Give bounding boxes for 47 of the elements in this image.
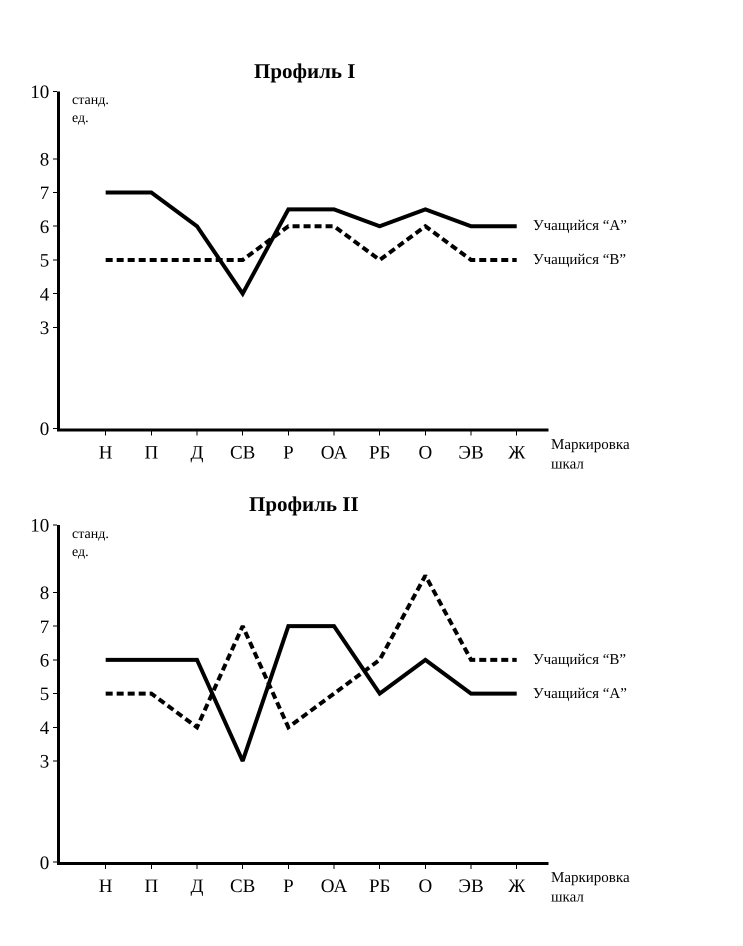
x-tick-label: П [144, 442, 158, 464]
y-tick-label: 5 [40, 250, 50, 272]
x-tick-label: Д [190, 442, 204, 464]
y-tick-label: 4 [40, 284, 50, 306]
y-tick-label: 10 [30, 82, 50, 103]
y-tick-label: 6 [40, 650, 50, 672]
x-tick-label: О [418, 876, 432, 897]
y-tick-label: 3 [40, 752, 50, 773]
chart-title: Профиль II [249, 492, 359, 516]
chart-title: Профиль I [254, 59, 356, 83]
x-tick-label: СВ [230, 876, 256, 897]
y-tick-label: 3 [40, 318, 50, 340]
x-axis-title: Маркировка шкал [551, 870, 630, 906]
y-axis-title: станд. ед. [72, 93, 109, 126]
line-series [104, 190, 519, 296]
y-tick-label: 0 [40, 852, 50, 874]
y-tick-label: 6 [40, 216, 50, 238]
y-tick-label: 10 [30, 516, 50, 537]
x-tick-label: Ж [508, 442, 526, 464]
x-tick-label: СВ [230, 442, 256, 464]
x-tick-label: Н [98, 876, 113, 897]
x-tick-label: РБ [368, 876, 390, 897]
y-tick-label: 5 [40, 684, 50, 706]
series-label: Учащийся “B” [533, 252, 626, 268]
series-label: Учащийся “A” [533, 218, 627, 234]
y-tick-label: 8 [40, 583, 50, 604]
x-tick-label: ЭВ [458, 442, 484, 464]
y-tick-label: 8 [40, 149, 50, 170]
x-tick-label: Р [283, 442, 294, 464]
x-tick-label: Ж [508, 876, 526, 897]
y-tick-label: 0 [40, 419, 50, 440]
x-tick-label: П [144, 876, 158, 897]
x-tick-label: Н [98, 442, 113, 464]
x-tick-label: ОА [320, 876, 348, 897]
y-tick-label: 4 [40, 718, 50, 739]
x-axis-title: Маркировка шкал [551, 437, 630, 472]
x-tick-label: Д [190, 876, 204, 897]
y-tick-label: 7 [40, 183, 50, 204]
x-tick-label: ЭВ [458, 876, 484, 897]
x-tick-label: РБ [368, 442, 390, 464]
series-label: Учащийся “B” [533, 652, 626, 668]
y-axis-title: станд. ед. [72, 527, 109, 560]
series-label: Учащийся “A” [533, 686, 627, 702]
y-tick-label: 7 [40, 616, 50, 638]
x-tick-label: О [418, 442, 432, 464]
x-tick-label: ОА [320, 442, 348, 464]
x-tick-label: Р [283, 876, 294, 897]
